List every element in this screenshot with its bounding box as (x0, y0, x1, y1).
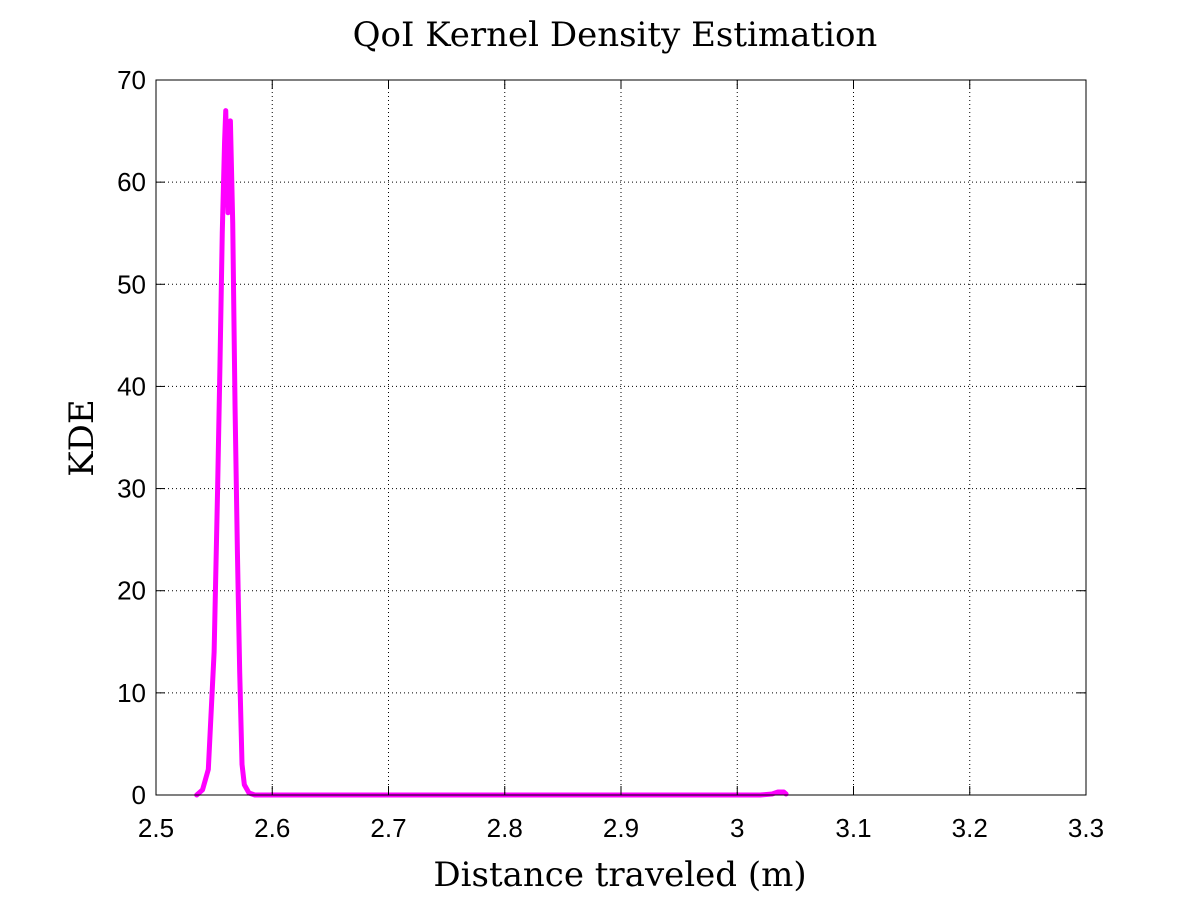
x-tick-label: 2.9 (603, 813, 639, 843)
y-tick-label: 60 (117, 167, 146, 197)
x-tick-label: 2.7 (370, 813, 406, 843)
y-tick-label: 10 (117, 678, 146, 708)
axis-ticks: 2.5 2.6 2.7 2.8 2.9 3 3.1 3.2 3.3 0 10 20 30 40 50 60 70 (117, 65, 1104, 843)
y-tick-label: 30 (117, 474, 146, 504)
y-tick-label: 70 (117, 65, 146, 95)
y-tick-label: 50 (117, 269, 146, 299)
x-tick-label: 3 (730, 813, 744, 843)
x-tick-label: 3.2 (952, 813, 988, 843)
y-tick-label: 40 (117, 371, 146, 401)
x-tick-label: 2.8 (487, 813, 523, 843)
kde-series-line (194, 108, 789, 798)
x-tick-label: 3.3 (1068, 813, 1104, 843)
chart-title: QoI Kernel Density Estimation (353, 15, 878, 55)
grid-lines (156, 80, 1086, 795)
x-tick-label: 2.5 (138, 813, 174, 843)
x-tick-label: 2.6 (254, 813, 290, 843)
plot-frame (155, 79, 1087, 796)
y-axis-label: KDE (62, 399, 102, 476)
x-tick-label: 3.1 (835, 813, 871, 843)
x-axis-label: Distance traveled (m) (433, 855, 806, 895)
y-tick-label: 0 (132, 780, 146, 810)
y-tick-label: 20 (117, 576, 146, 606)
series-layer (194, 108, 789, 798)
